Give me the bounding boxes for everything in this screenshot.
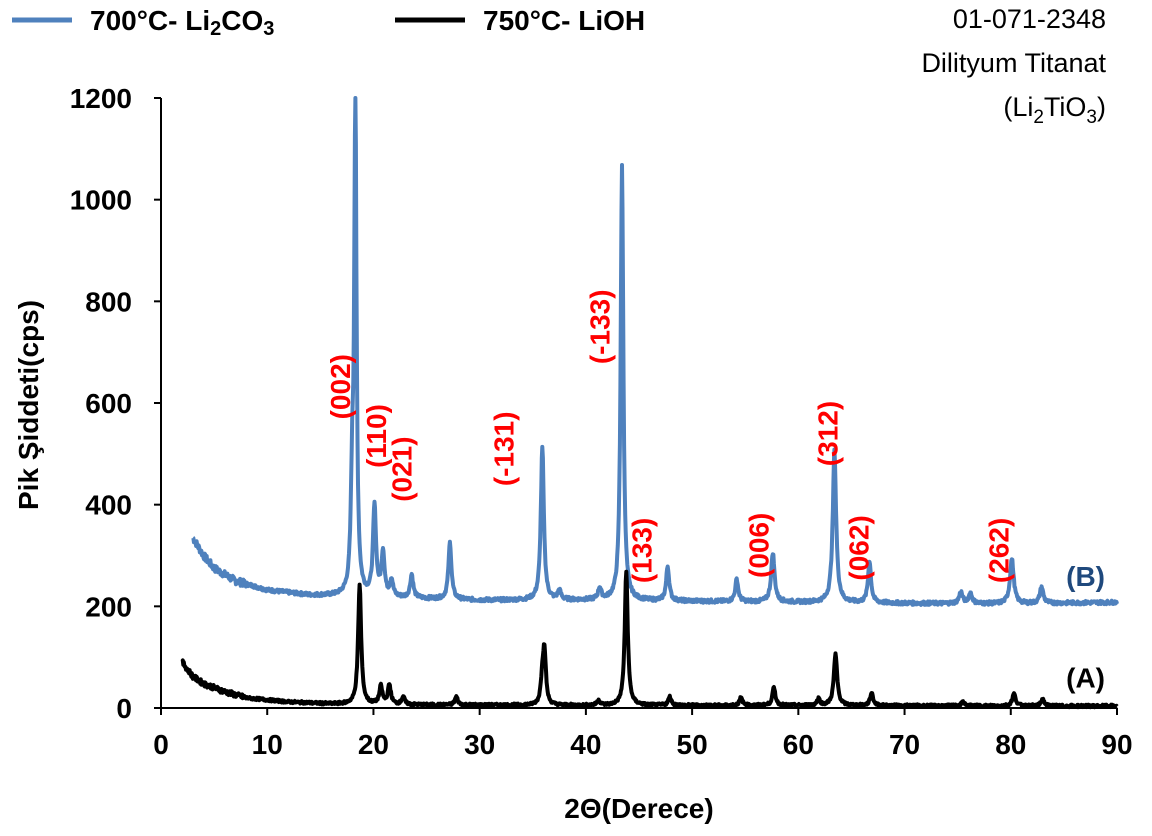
reference-card: 01-071-2348 Dilityum Titanat (Li2TiO3) <box>921 4 1106 128</box>
miller-index-label: (312) <box>813 401 844 466</box>
series-label: (A) <box>1066 663 1105 694</box>
miller-index-label: (006) <box>744 513 775 578</box>
x-tick-label: 0 <box>153 729 169 760</box>
y-ticks: 0 200 400 600 800 1000 1200 <box>70 83 161 724</box>
x-ticks: 0 10 20 30 40 50 60 70 80 90 <box>153 708 1133 760</box>
legend-label-lioh: 750°C- LiOH <box>483 5 645 36</box>
miller-index-label: (262) <box>984 518 1015 583</box>
reference-formula: (Li2TiO3) <box>1003 92 1106 128</box>
y-tick-label: 200 <box>85 591 132 622</box>
miller-index-annotations: (002)(110)(021) (-131) (-133) (133) (006) (31… <box>325 289 1015 583</box>
miller-index-label: (021) <box>387 436 418 501</box>
x-tick-label: 10 <box>252 729 283 760</box>
y-tick-label: 800 <box>85 286 132 317</box>
series-layer <box>180 96 1119 710</box>
series-line-li2co3 <box>191 96 1119 607</box>
y-tick-label: 0 <box>116 693 132 724</box>
y-axis-title: Pik Şiddeti(cps) <box>13 300 44 510</box>
reference-compound-name: Dilityum Titanat <box>921 48 1106 78</box>
series-label: (B) <box>1066 561 1105 592</box>
series-labels: (B) (A) <box>1066 561 1105 694</box>
reference-card-number: 01-071-2348 <box>953 4 1106 34</box>
x-tick-label: 40 <box>570 729 601 760</box>
axes: 0 10 20 30 40 50 60 70 80 90 0 200 400 600 800 1000 120… <box>70 83 1133 760</box>
x-axis-title: 2Θ(Derece) <box>564 793 713 824</box>
miller-index-label: (062) <box>843 515 874 580</box>
y-tick-label: 600 <box>85 388 132 419</box>
x-tick-label: 70 <box>889 729 920 760</box>
legend-item-lioh: 750°C- LiOH <box>395 5 645 36</box>
x-tick-label: 20 <box>358 729 389 760</box>
x-tick-label: 50 <box>677 729 708 760</box>
y-tick-label: 400 <box>85 490 132 521</box>
x-tick-label: 80 <box>995 729 1026 760</box>
x-tick-label: 30 <box>464 729 495 760</box>
legend: 700°C- Li2CO3 750°C- LiOH <box>12 5 645 40</box>
miller-index-label: (002) <box>325 354 356 419</box>
y-tick-label: 1200 <box>70 83 132 114</box>
x-tick-label: 90 <box>1101 729 1132 760</box>
miller-index-label: (133) <box>627 518 658 583</box>
miller-index-label: (-133) <box>584 289 615 364</box>
series-line-lioh <box>180 569 1119 710</box>
miller-index-label: (-131) <box>489 411 520 486</box>
legend-label-li2co3: 700°C- Li2CO3 <box>90 5 274 40</box>
y-tick-label: 1000 <box>70 185 132 216</box>
miller-index-label: (110) <box>361 404 392 468</box>
legend-item-li2co3: 700°C- Li2CO3 <box>12 5 274 40</box>
x-tick-label: 60 <box>783 729 814 760</box>
